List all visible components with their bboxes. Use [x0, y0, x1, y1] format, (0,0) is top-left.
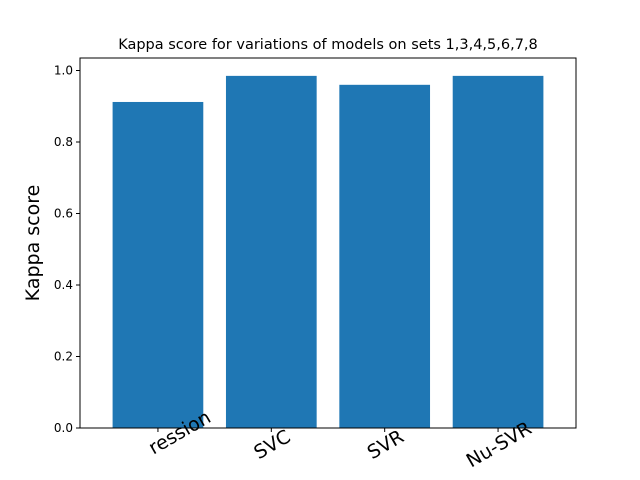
y-axis: 0.0 0.2 0.4 0.6 0.8 1.0	[54, 64, 80, 435]
bar-svc	[225, 75, 317, 429]
y-tick-label: 0.6	[54, 207, 73, 221]
y-axis-label: Kappa score	[22, 185, 44, 302]
bar-svr	[339, 84, 431, 429]
x-tick-label: SVC	[250, 426, 294, 464]
y-tick-label: 1.0	[54, 64, 73, 78]
bars-group	[112, 75, 544, 429]
bar-linear-regression	[112, 101, 204, 429]
y-tick-label: 0.4	[54, 278, 73, 292]
x-tick-label: SVR	[364, 426, 408, 464]
y-tick-label: 0.8	[54, 135, 73, 149]
y-tick-label: 0.0	[54, 421, 73, 435]
bar-nu-svr	[452, 75, 544, 429]
chart-title: Kappa score for variations of models on …	[118, 37, 538, 53]
plot-frame	[79, 57, 577, 429]
y-tick-label: 0.2	[54, 350, 73, 364]
